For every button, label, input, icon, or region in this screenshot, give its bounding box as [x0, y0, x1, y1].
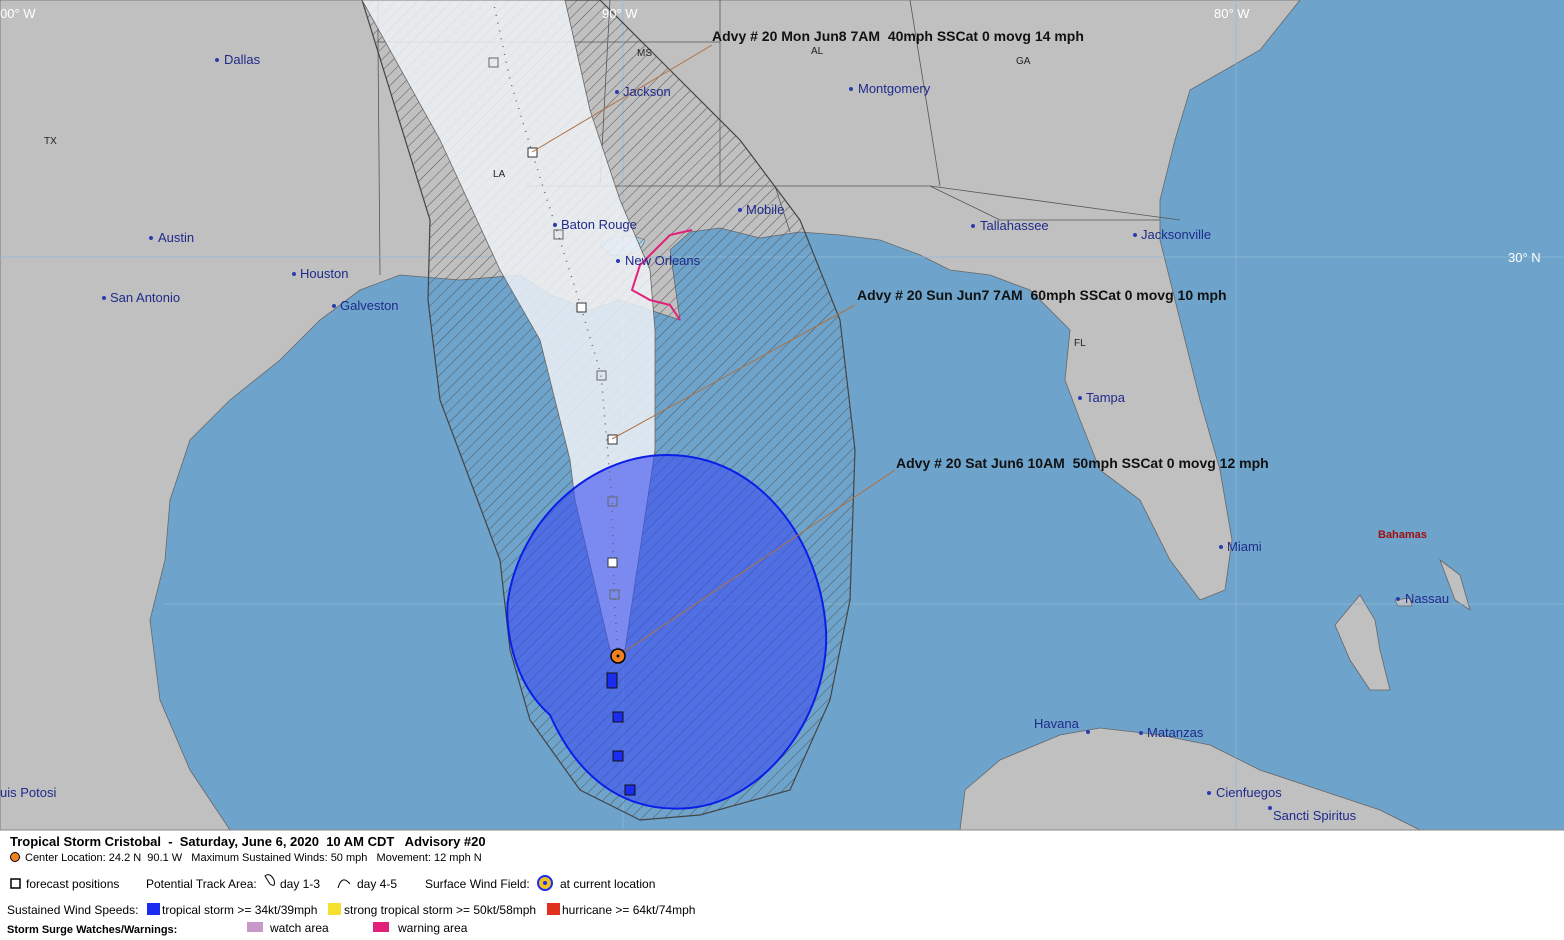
- city-label: Baton Rouge: [561, 217, 637, 232]
- state-label: LA: [493, 169, 506, 180]
- city-label: Matanzas: [1147, 725, 1204, 740]
- legend-item: day 1-3: [280, 877, 320, 891]
- city-dots: [102, 58, 1400, 810]
- city-label: Havana: [1034, 716, 1080, 731]
- state-label: TX: [44, 136, 57, 147]
- past-track: [606, 672, 636, 796]
- legend-item: strong tropical storm >= 50kt/58mph: [344, 903, 536, 917]
- advisory-label: Advy # 20 Sun Jun7 7AM 60mph SSCat 0 mov…: [857, 287, 1227, 303]
- legend-item: Potential Track Area:: [146, 877, 257, 891]
- city-label: Montgomery: [858, 81, 931, 96]
- legend-item: warning area: [397, 921, 468, 935]
- advisory-label: Advy # 20 Sat Jun6 10AM 50mph SSCat 0 mo…: [896, 455, 1269, 471]
- legend-item: tropical storm >= 34kt/39mph: [162, 903, 317, 917]
- city-label: uis Potosi: [0, 785, 56, 800]
- lon-label: 80° W: [1214, 6, 1250, 21]
- lon-label: 00° W: [0, 6, 36, 21]
- state-label: GA: [1016, 56, 1031, 67]
- legend-item: Surface Wind Field:: [425, 877, 530, 891]
- lon-label: 90° W: [602, 6, 638, 21]
- city-label: Jacksonville: [1141, 227, 1211, 242]
- legend-item: at current location: [560, 877, 655, 891]
- city-label: Nassau: [1405, 591, 1449, 606]
- city-label: Jackson: [623, 84, 671, 99]
- city-label: Galveston: [340, 298, 399, 313]
- city-label: Tampa: [1086, 390, 1126, 405]
- city-label: San Antonio: [110, 290, 180, 305]
- legend-item: forecast positions: [26, 877, 119, 891]
- city-label: Austin: [158, 230, 194, 245]
- legend-item: Sustained Wind Speeds:: [7, 903, 138, 917]
- state-label: FL: [1074, 338, 1086, 349]
- city-label: Dallas: [224, 52, 261, 67]
- city-label: Miami: [1227, 539, 1262, 554]
- city-label: Sancti Spiritus: [1273, 808, 1357, 823]
- state-label: MS: [637, 48, 652, 59]
- legend-item: Storm Surge Watches/Warnings:: [7, 924, 177, 936]
- legend-title: Tropical Storm Cristobal - Saturday, Jun…: [10, 834, 486, 849]
- legend-item: day 4-5: [357, 877, 397, 891]
- legend: Tropical Storm Cristobal - Saturday, Jun…: [0, 829, 1564, 940]
- storm-center-dot: [616, 654, 620, 658]
- region-label: Bahamas: [1378, 529, 1427, 541]
- state-label: AL: [811, 46, 824, 57]
- wind-field: [506, 453, 828, 810]
- city-label: Houston: [300, 266, 348, 281]
- advisory-leaders: [531, 44, 896, 657]
- legend-details: Center Location: 24.2 N 90.1 W Maximum S…: [25, 852, 482, 864]
- lat-label: 30° N: [1508, 250, 1541, 265]
- map: 00° W 90° W 80° W 30° N TX LA MS AL GA F…: [0, 0, 1564, 830]
- legend-item: watch area: [269, 921, 329, 935]
- city-label: Cienfuegos: [1216, 785, 1282, 800]
- advisory-label: Advy # 20 Mon Jun8 7AM 40mph SSCat 0 mov…: [712, 28, 1084, 44]
- land-cuba: [959, 727, 1421, 830]
- city-label: Tallahassee: [980, 218, 1049, 233]
- storm-surge-warning: [630, 229, 693, 321]
- legend-item: hurricane >= 64kt/74mph: [562, 903, 695, 917]
- city-label: Mobile: [746, 202, 784, 217]
- forecast-positions: [488, 57, 620, 600]
- city-label: New Orleans: [625, 253, 701, 268]
